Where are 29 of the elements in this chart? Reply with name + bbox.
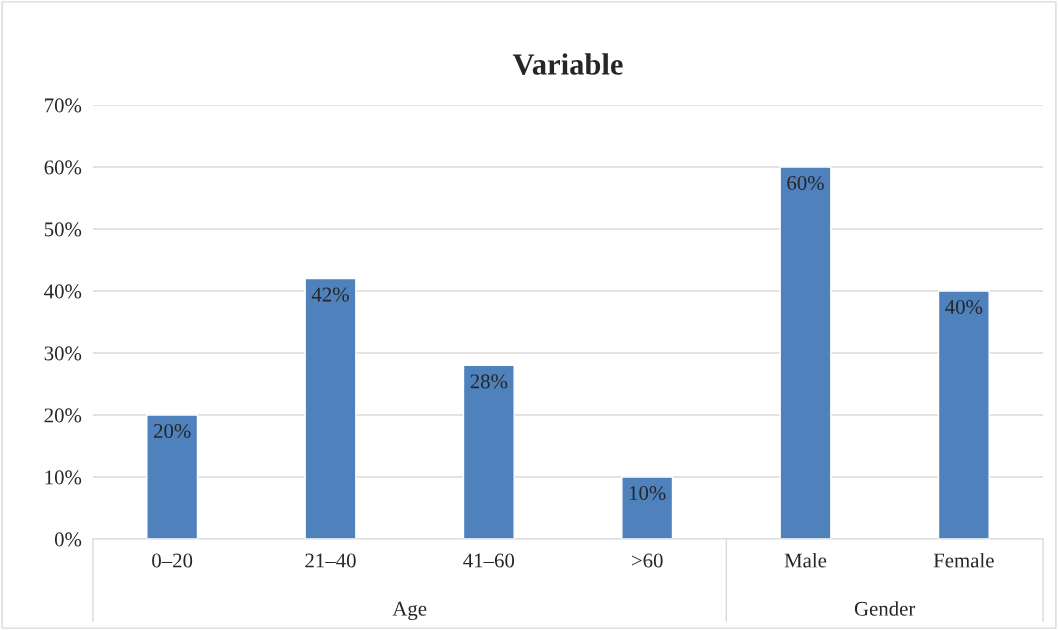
- y-tick-label: 30%: [44, 346, 82, 361]
- y-tick-label: 60%: [44, 160, 82, 175]
- x-tick-label: >60: [631, 553, 663, 568]
- data-label: 10%: [629, 485, 666, 501]
- bar: [462, 364, 515, 539]
- data-label: 40%: [945, 299, 983, 315]
- x-tick-label: Male: [784, 552, 827, 568]
- chart-title: Variable: [512, 53, 623, 75]
- x-tick-label: 41–60: [463, 553, 515, 568]
- data-label: 20%: [153, 423, 191, 439]
- bar: [621, 476, 674, 539]
- y-tick-label: 50%: [44, 222, 82, 237]
- bar: [304, 277, 357, 539]
- x-tick-label: 21–40: [305, 553, 356, 568]
- y-tick-label: 70%: [45, 98, 82, 113]
- y-tick-label: 40%: [44, 284, 82, 299]
- bar: [937, 290, 990, 539]
- data-label: 60%: [787, 175, 824, 191]
- bar: [779, 166, 832, 539]
- x-tick-label: Female: [933, 552, 994, 568]
- y-tick-label: 0%: [54, 532, 82, 547]
- data-label: 28%: [470, 374, 508, 389]
- data-label: 42%: [311, 287, 349, 302]
- x-tick-label: 0–20: [152, 553, 193, 568]
- text: Gender: [854, 601, 916, 616]
- text: Age: [392, 601, 427, 621]
- y-tick-label: 10%: [45, 470, 82, 485]
- bar: [146, 414, 199, 539]
- y-tick-label: 20%: [44, 408, 82, 423]
